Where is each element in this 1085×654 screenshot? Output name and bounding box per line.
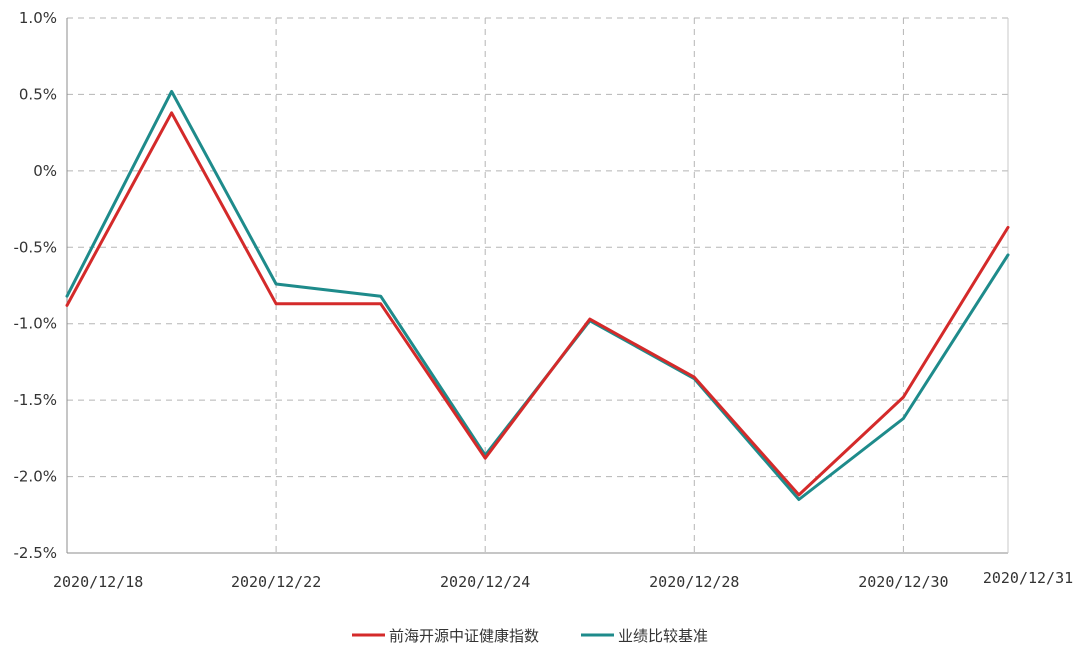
grid-lines — [67, 17, 1008, 553]
x-tick-label: 2020/12/18 — [53, 573, 143, 591]
y-axis-tick-labels: 1.0% 0.5% 0% -0.5% -1.0% -1.5% -2.0% -2.5% — [13, 9, 57, 562]
x-tick-label: 2020/12/31 — [983, 569, 1073, 587]
y-tick-label: 0.5% — [19, 85, 57, 103]
axes — [66, 18, 1009, 554]
y-tick-label: -1.5% — [13, 391, 57, 409]
legend: 前海开源中证健康指数 业绩比较基准 — [352, 627, 708, 645]
x-axis-tick-labels: 2020/12/18 2020/12/22 2020/12/24 2020/12/28… — [53, 569, 1073, 591]
legend-label: 业绩比较基准 — [618, 627, 708, 645]
series-line-fund — [65, 111, 1010, 497]
y-tick-label: 1.0% — [19, 9, 57, 27]
x-tick-label: 2020/12/30 — [858, 573, 948, 591]
y-tick-label: -2.0% — [13, 468, 57, 486]
x-tick-label: 2020/12/24 — [440, 573, 530, 591]
y-tick-label: -2.5% — [13, 544, 57, 562]
legend-label: 前海开源中证健康指数 — [389, 627, 539, 645]
series-line-benchmark — [65, 89, 1010, 501]
y-tick-label: -1.0% — [13, 315, 57, 333]
series-lines — [65, 89, 1010, 501]
x-tick-label: 2020/12/22 — [231, 573, 321, 591]
y-tick-label: -0.5% — [13, 238, 57, 256]
y-tick-label: 0% — [33, 162, 57, 180]
x-tick-label: 2020/12/28 — [649, 573, 739, 591]
